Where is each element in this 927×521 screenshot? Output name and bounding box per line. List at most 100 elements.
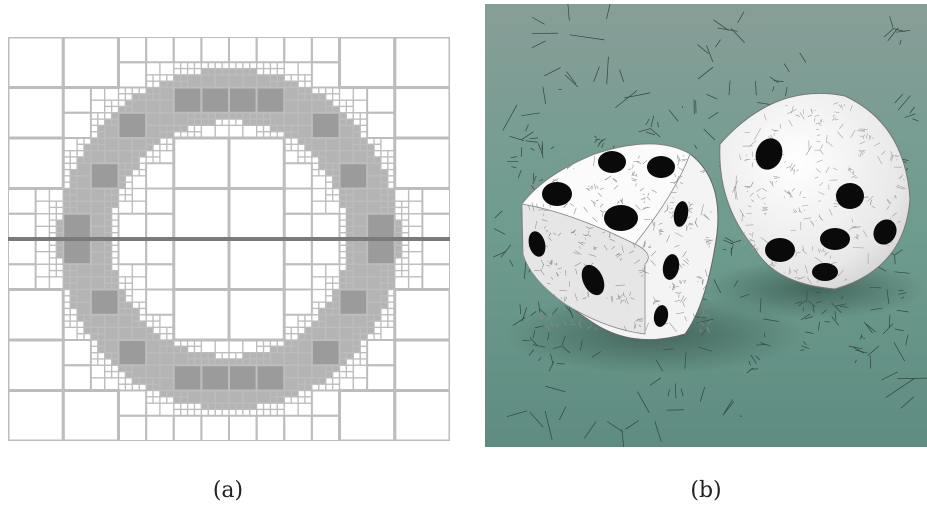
quadtree-cell xyxy=(62,111,92,139)
ring-cell xyxy=(83,321,91,328)
mesh-edge xyxy=(881,371,898,381)
quadtree-cell xyxy=(297,320,306,328)
mesh-edge xyxy=(639,270,646,274)
quadtree-cell xyxy=(131,175,147,190)
ring-cell xyxy=(90,314,105,328)
quadtree-cell xyxy=(145,396,154,404)
mesh-edge xyxy=(699,314,703,319)
ring-cell xyxy=(353,340,361,347)
mesh-edge xyxy=(849,171,852,173)
mesh-edge xyxy=(625,420,640,430)
mesh-edge xyxy=(663,209,669,213)
quadtree-cell xyxy=(338,251,348,259)
mesh-edge xyxy=(832,167,838,171)
quadtree-cell xyxy=(359,358,368,366)
quadtree-cell xyxy=(359,352,368,360)
ring-cell xyxy=(360,327,368,334)
mesh-edge xyxy=(751,199,755,203)
mesh-edge xyxy=(900,396,915,409)
quadtree-cell xyxy=(373,150,382,158)
ring-cell xyxy=(311,327,326,340)
mesh-edge xyxy=(805,331,814,334)
quadtree-cell xyxy=(352,352,361,360)
mesh-edge xyxy=(671,211,675,214)
ring-cell xyxy=(304,87,312,94)
mesh-edge xyxy=(573,252,579,255)
ring-cell xyxy=(332,308,340,315)
mesh-edge xyxy=(912,118,919,122)
mesh-edge xyxy=(539,179,544,181)
mesh-edge xyxy=(819,119,822,123)
ring-cell xyxy=(353,264,368,277)
mesh-edge xyxy=(859,141,865,145)
quadtree-cell xyxy=(297,61,313,76)
quadtree-cell xyxy=(48,257,57,265)
ring-cell xyxy=(70,194,78,202)
ring-cell xyxy=(311,138,326,151)
ring-cell xyxy=(104,232,112,239)
mesh-edge xyxy=(631,178,638,180)
mesh-edge xyxy=(795,114,801,117)
mesh-edge xyxy=(658,229,663,232)
quadtree-cell xyxy=(393,86,450,140)
quadtree-cell xyxy=(117,276,127,284)
pip xyxy=(662,254,680,280)
mesh-edge xyxy=(525,140,538,143)
mesh-edge xyxy=(749,140,757,147)
quadtree-cell xyxy=(8,187,37,215)
ring-cell xyxy=(118,138,133,151)
mesh-edge xyxy=(689,203,694,206)
ring-cell xyxy=(111,276,119,284)
ring-cell xyxy=(318,308,326,315)
pip xyxy=(812,263,838,281)
quadtree-cell xyxy=(290,326,299,335)
ring-cell xyxy=(332,289,340,296)
quadtree-cell xyxy=(255,414,286,441)
mesh-edge xyxy=(615,253,620,256)
mesh-edge xyxy=(697,276,703,278)
mesh-edge xyxy=(532,17,545,25)
ring-cell xyxy=(104,226,112,233)
ring-cell xyxy=(139,93,147,101)
quadtree-cell xyxy=(124,187,133,196)
mesh-edge xyxy=(536,203,538,208)
mesh-edge xyxy=(757,247,759,250)
mesh-edge xyxy=(688,204,692,208)
ring-cell xyxy=(284,390,292,397)
quadtree-cell xyxy=(311,276,327,291)
quadtree-cell xyxy=(318,301,327,310)
ring-cell xyxy=(325,100,333,107)
mesh-edge xyxy=(675,312,685,315)
mesh-edge xyxy=(632,179,637,182)
mesh-edge xyxy=(793,270,796,272)
ring-cell xyxy=(353,239,368,252)
mesh-edge xyxy=(683,297,687,302)
mesh-edge xyxy=(680,388,684,397)
mesh-edge xyxy=(737,236,742,239)
ring-cell xyxy=(201,87,229,113)
mesh-edge xyxy=(582,297,587,300)
quadtree-cell xyxy=(338,263,348,272)
ring-cell xyxy=(242,74,257,88)
ring-cell xyxy=(256,87,285,113)
ring-cell xyxy=(90,289,119,315)
ring-cell xyxy=(346,232,354,239)
mesh-edge xyxy=(768,135,772,139)
mesh-edge xyxy=(816,140,821,143)
quadtree-cell xyxy=(97,112,106,120)
ring-cell xyxy=(146,333,154,340)
quadtree-cell xyxy=(283,162,313,190)
mesh-edge xyxy=(682,279,684,282)
ring-cell xyxy=(277,125,285,132)
mesh-edge xyxy=(771,259,774,265)
quadtree-cell xyxy=(131,263,147,278)
ring-cell xyxy=(353,144,361,151)
ring-cell xyxy=(339,314,354,328)
ring-cell xyxy=(291,340,299,347)
quadtree-cell xyxy=(256,67,265,76)
quadtree-cell xyxy=(297,80,306,89)
mesh-edge xyxy=(713,19,729,31)
mesh-edge xyxy=(739,209,745,218)
quadtree-cell xyxy=(131,288,147,303)
pip xyxy=(542,182,572,206)
